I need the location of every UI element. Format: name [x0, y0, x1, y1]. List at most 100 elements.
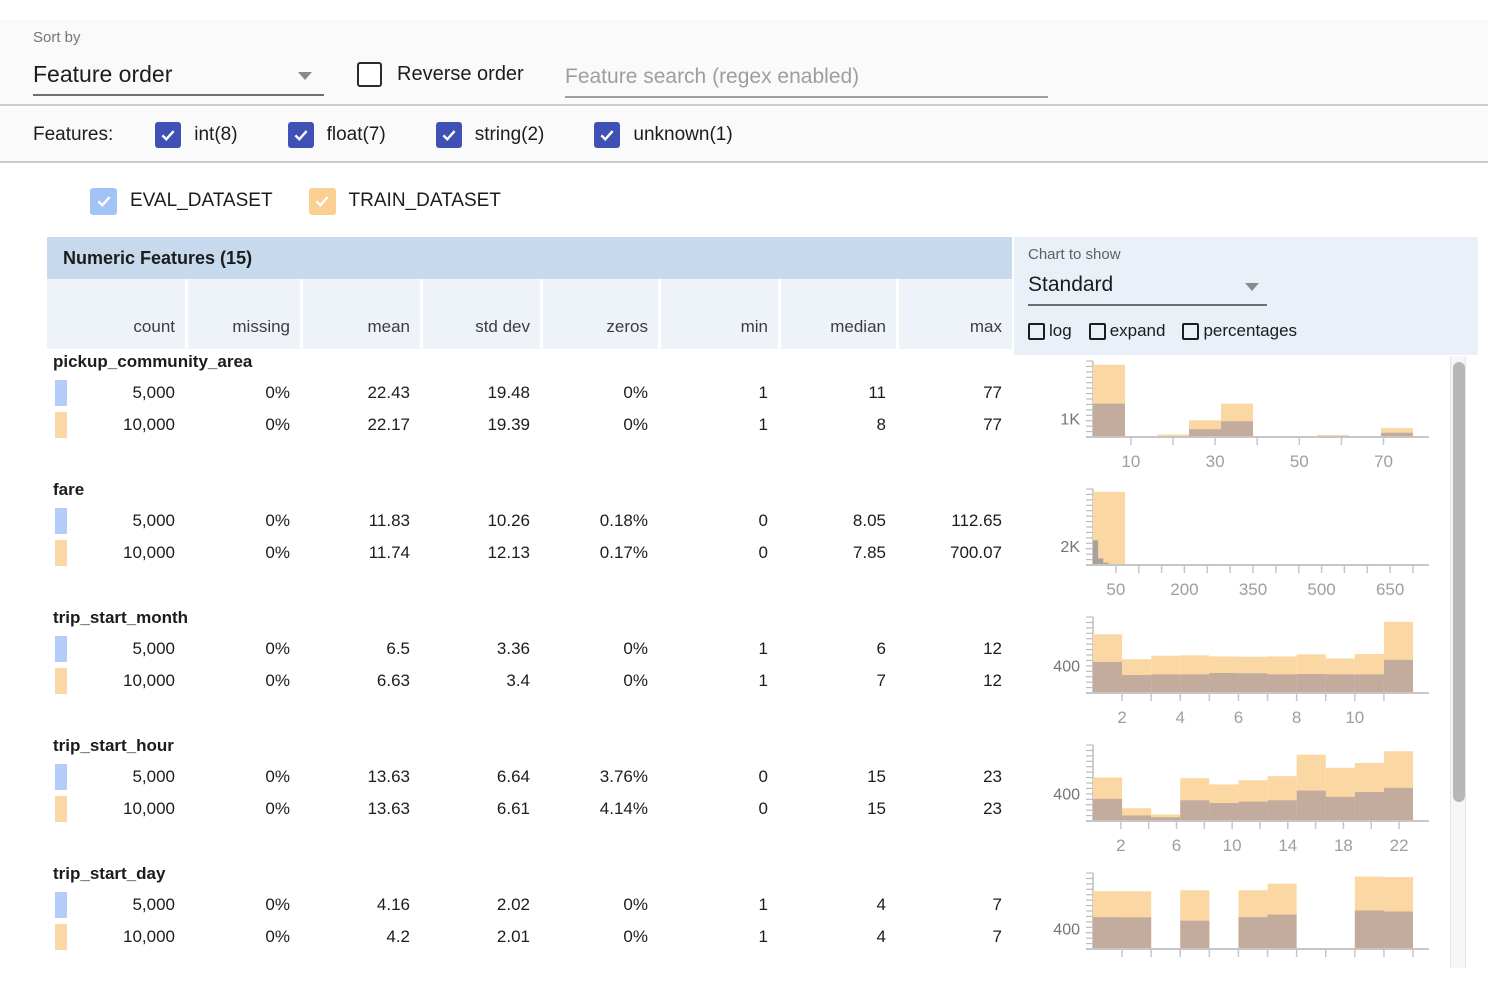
cell-std-dev: 6.61 [420, 793, 540, 825]
chart-option-checkbox-percentages[interactable]: percentages [1182, 321, 1297, 341]
numeric-features-header: Numeric Features (15) [47, 237, 1012, 279]
x-axis-tick-label: 50 [1290, 452, 1309, 471]
sort-by-select[interactable]: Feature order [33, 56, 324, 96]
cell-min: 0 [658, 505, 778, 537]
filter-checkbox-string2[interactable]: string(2) [436, 122, 545, 148]
x-axis-tick-label: 50 [1106, 580, 1125, 599]
cell-count: 5,000 [47, 889, 185, 921]
filter-checkbox-unknown1[interactable]: unknown(1) [594, 122, 732, 148]
cell-median: 4 [778, 889, 896, 921]
dataset-color-chip [55, 540, 67, 566]
histogram-trip_start_hour: 4002610141822 [1020, 739, 1448, 867]
cell-zeros: 0.17% [540, 537, 658, 569]
filter-checkbox-float7[interactable]: float(7) [288, 122, 386, 148]
dataset-checkbox-eval_dataset[interactable]: EVAL_DATASET [90, 188, 273, 215]
table-row: 10,0000%11.7412.130.17%07.85700.07 [47, 537, 1012, 569]
histogram-trip_start_month: 400246810 [1020, 611, 1448, 739]
cell-missing: 0% [185, 537, 300, 569]
feature-name: fare [47, 477, 1012, 505]
x-axis-tick-label: 500 [1307, 580, 1335, 599]
histogram-svg: 400 [1020, 867, 1448, 995]
cell-count: 5,000 [47, 377, 185, 409]
chart-option-checkbox-expand[interactable]: expand [1089, 321, 1166, 341]
cell-missing: 0% [185, 409, 300, 441]
cell-median: 8.05 [778, 505, 896, 537]
table-row: 10,0000%4.22.010%147 [47, 921, 1012, 953]
filter-checkbox-int8[interactable]: int(8) [155, 122, 237, 148]
x-axis-tick-label: 10 [1223, 836, 1242, 855]
chart-option-label: log [1049, 321, 1072, 341]
cell-min: 0 [658, 537, 778, 569]
chart-option-checkbox-log[interactable]: log [1028, 321, 1072, 341]
cell-zeros: 0% [540, 409, 658, 441]
x-axis-tick-label: 6 [1234, 708, 1243, 727]
cell-count: 5,000 [47, 505, 185, 537]
cell-std-dev: 19.48 [420, 377, 540, 409]
chevron-down-icon [298, 72, 312, 80]
cell-mean: 4.16 [300, 889, 420, 921]
cell-max: 700.07 [896, 537, 1012, 569]
cell-min: 1 [658, 633, 778, 665]
reverse-order-label: Reverse order [397, 63, 524, 86]
cell-mean: 22.17 [300, 409, 420, 441]
cell-min: 1 [658, 377, 778, 409]
filter-label: string(2) [475, 124, 545, 146]
cell-median: 15 [778, 793, 896, 825]
column-header-max: max [896, 279, 1012, 349]
x-axis-tick-label: 200 [1170, 580, 1198, 599]
dataset-color-chip [55, 636, 67, 662]
feature-block-fare: fare5,0000%11.8310.260.18%08.05112.6510,… [47, 477, 1012, 569]
cell-zeros: 0% [540, 633, 658, 665]
column-header-zeros: zeros [540, 279, 658, 349]
dataset-checkbox-train_dataset[interactable]: TRAIN_DATASET [309, 188, 501, 215]
cell-zeros: 3.76% [540, 761, 658, 793]
x-axis-tick-label: 14 [1278, 836, 1297, 855]
x-axis-tick-label: 10 [1121, 452, 1140, 471]
cell-max: 12 [896, 665, 1012, 697]
scrollbar-track[interactable] [1450, 356, 1466, 968]
chart-option-label: percentages [1203, 321, 1297, 341]
reverse-order-checkbox[interactable]: Reverse order [357, 62, 524, 87]
cell-missing: 0% [185, 921, 300, 953]
y-axis-label: 2K [1060, 539, 1080, 556]
cell-std-dev: 19.39 [420, 409, 540, 441]
feature-search-input[interactable]: Feature search (regex enabled) [565, 60, 1048, 98]
cell-zeros: 4.14% [540, 793, 658, 825]
cell-count: 5,000 [47, 761, 185, 793]
scrollbar-thumb[interactable] [1453, 362, 1465, 802]
table-column-header: countmissingmeanstd devzerosminmedianmax [47, 279, 1012, 349]
table-row: 10,0000%22.1719.390%1877 [47, 409, 1012, 441]
cell-zeros: 0% [540, 665, 658, 697]
cell-std-dev: 12.13 [420, 537, 540, 569]
checkbox-unchecked-icon [1028, 323, 1045, 340]
cell-max: 7 [896, 921, 1012, 953]
dataset-label: TRAIN_DATASET [349, 190, 501, 212]
histogram-svg: 1K10305070 [1020, 355, 1448, 483]
cell-max: 12 [896, 633, 1012, 665]
filter-label: unknown(1) [633, 124, 732, 146]
x-axis-tick-label: 4 [1176, 708, 1185, 727]
filter-label: int(8) [194, 124, 237, 146]
x-axis-tick-label: 30 [1206, 452, 1225, 471]
x-axis-tick-label: 10 [1345, 708, 1364, 727]
cell-median: 15 [778, 761, 896, 793]
cell-median: 11 [778, 377, 896, 409]
cell-std-dev: 6.64 [420, 761, 540, 793]
checkbox-checked-icon [90, 188, 117, 215]
cell-missing: 0% [185, 377, 300, 409]
column-header-missing: missing [185, 279, 300, 349]
chart-type-select[interactable]: Standard [1028, 269, 1267, 306]
histogram-svg: 4002610141822 [1020, 739, 1448, 867]
cell-mean: 11.83 [300, 505, 420, 537]
dataset-color-chip [55, 508, 67, 534]
feature-block-trip_start_hour: trip_start_hour5,0000%13.636.643.76%0152… [47, 733, 1012, 825]
table-row: 5,0000%22.4319.480%11177 [47, 377, 1012, 409]
cell-min: 1 [658, 889, 778, 921]
cell-std-dev: 2.01 [420, 921, 540, 953]
cell-count: 10,000 [47, 921, 185, 953]
x-axis-tick-label: 18 [1334, 836, 1353, 855]
search-placeholder: Feature search (regex enabled) [565, 65, 859, 88]
feature-block-trip_start_month: trip_start_month5,0000%6.53.360%161210,0… [47, 605, 1012, 697]
numeric-features-title: Numeric Features (15) [63, 248, 252, 268]
cell-count: 10,000 [47, 665, 185, 697]
